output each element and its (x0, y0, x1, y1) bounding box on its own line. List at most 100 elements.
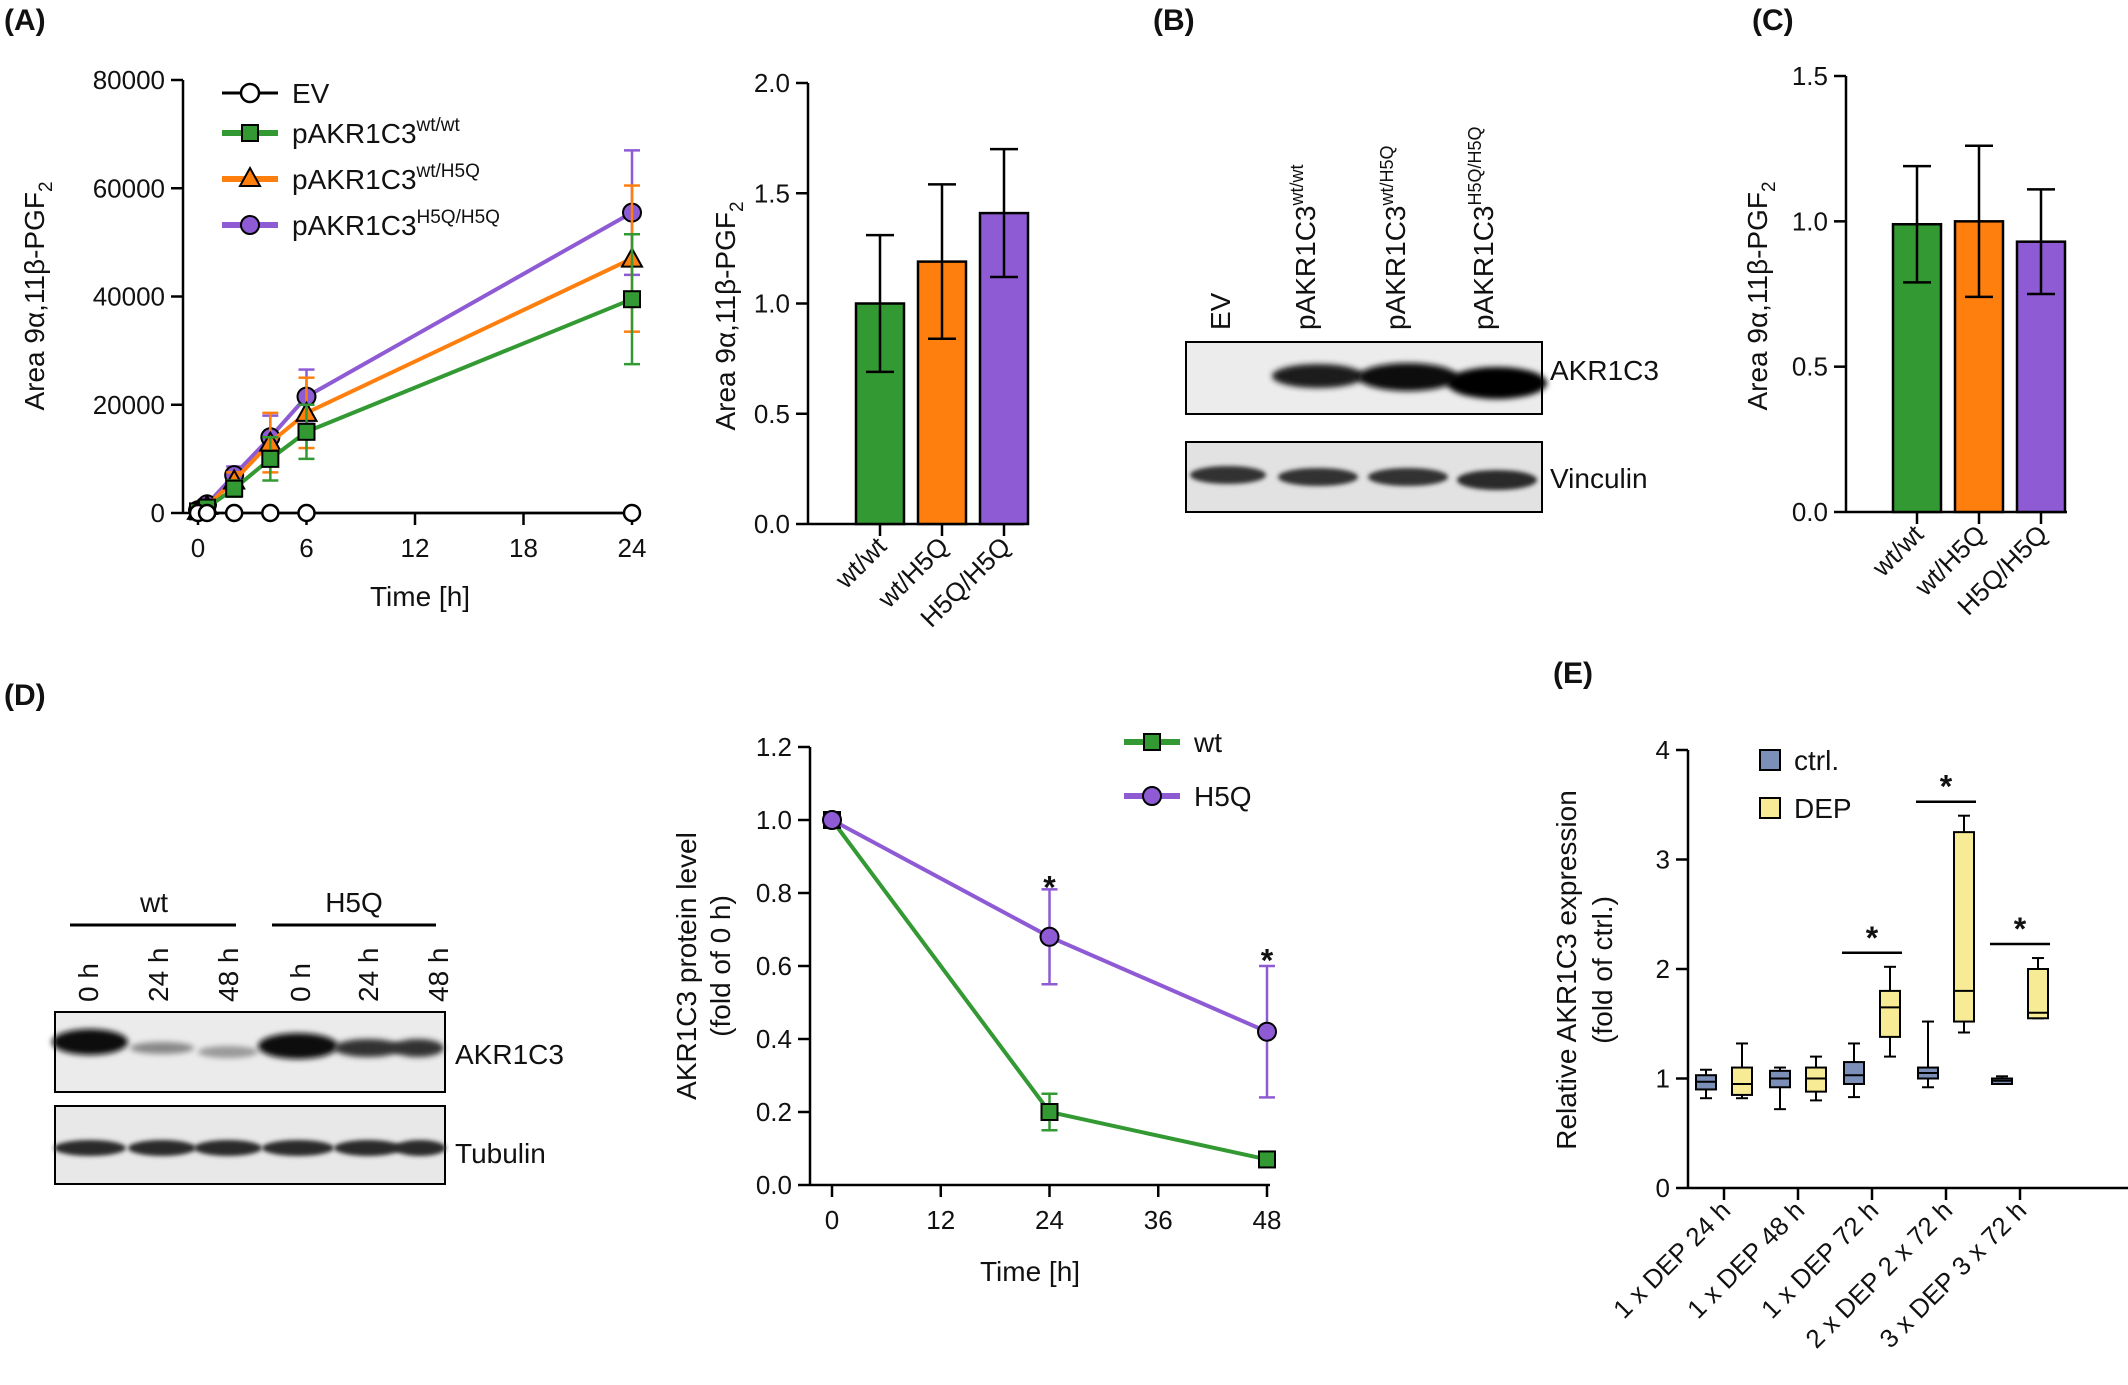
a-line-legend: EV pAKR1C3wt/wt pAKR1C3wt/H5Q pAKR1C3H5Q… (222, 78, 500, 241)
a-line-xtick-label-2: 12 (401, 533, 430, 563)
panel-label-b: (B) (1153, 4, 1195, 37)
a-bar-y-label: Area 9α,11β-PGF2 (710, 201, 748, 430)
d-line-xtick-label-2: 24 (1035, 1205, 1064, 1235)
blot-d-group-h5q: H5Q (325, 887, 383, 918)
a-point-wt_wt-3 (261, 449, 280, 468)
legend-wt-label: wt (1193, 727, 1222, 758)
blot-d-tubulin-band-2 (128, 1140, 196, 1156)
blot-d-band-h5q-48h (392, 1039, 444, 1057)
panel-label-a: (A) (4, 4, 46, 37)
e-box-2-dep-box (1879, 989, 1901, 1038)
blot-d-lane-1: 0 h (73, 963, 104, 1002)
d-sig-star-1: * (1261, 942, 1274, 978)
d-point-h5q-1 (1039, 926, 1060, 947)
d-line-y-label-1: AKR1C3 protein level (671, 832, 702, 1100)
blot-d-lane-2: 24 h (143, 948, 174, 1003)
legend-wt-wt-label: pAKR1C3wt/wt (292, 115, 461, 149)
a-point-EV-1 (197, 503, 217, 523)
blot-d-lane-3: 48 h (213, 948, 244, 1003)
blot-b-lane-ev: EV (1205, 292, 1236, 330)
e-box-y-label-2: (fold of ctrl.) (1587, 896, 1618, 1044)
e-box-2-ctrl-box (1843, 1061, 1865, 1085)
a-line-ytick-label-1: 20000 (93, 390, 165, 420)
d-point-h5q-2 (1257, 1021, 1277, 1042)
blot-d-lane-6: 48 h (423, 948, 454, 1003)
a-line-xtick-label-3: 18 (509, 533, 538, 563)
d-line-ytick-label-0: 0.0 (756, 1170, 792, 1200)
a-bar-ytick-label-0: 0.0 (754, 509, 790, 539)
d-line-xtick-label-3: 36 (1144, 1205, 1173, 1235)
a-point-EV-3 (261, 503, 280, 523)
blot-b-vinculin-band-2 (1278, 468, 1358, 486)
legend-dep-swatch (1759, 797, 1781, 819)
blot-d-tubulin-band-4 (262, 1140, 334, 1156)
a-line-x-label: Time [h] (370, 581, 470, 612)
blot-d-band-h5q-0h (258, 1033, 338, 1059)
d-line-xtick-label-1: 12 (926, 1205, 955, 1235)
blot-d-lane-5: 24 h (353, 948, 384, 1003)
panel-d-line-chart: 0.0 0.2 0.4 0.6 0.8 1.0 1.2 0 12 24 36 48 * * Time … (671, 727, 1281, 1287)
blot-d-tubulin-band-6 (394, 1140, 446, 1156)
legend-wt-h5q-marker (238, 165, 262, 187)
d-line-ytick-label-4: 0.8 (756, 878, 792, 908)
legend-wt-marker (1143, 733, 1161, 751)
legend-h5q-h5q-marker (240, 215, 260, 235)
a-line-xtick-label-1: 6 (299, 533, 313, 563)
blot-d-group-wt: wt (139, 887, 168, 918)
e-box-ytick-label-4: 4 (1656, 735, 1670, 765)
blot-b-lane-wt-h5q: pAKR1C3wt/H5Q (1377, 145, 1411, 330)
blot-d-tubulin-band-1 (54, 1140, 126, 1156)
a-bar-ytick-label-3: 1.5 (754, 178, 790, 208)
a-point-wt_wt-2 (225, 479, 244, 498)
blot-d-tubulin-band-5 (334, 1140, 402, 1156)
e-box-ytick-label-3: 3 (1656, 845, 1670, 875)
panel-label-c: (C) (1752, 4, 1794, 37)
panel-label-e: (E) (1553, 657, 1593, 690)
blot-b-vinculin-band-4 (1457, 470, 1537, 490)
d-point-h5q-0 (822, 810, 842, 830)
legend-h5q-label: H5Q (1194, 781, 1252, 812)
a-line-ytick-label-2: 40000 (93, 282, 165, 312)
legend-dep-label: DEP (1794, 793, 1852, 824)
a-line-xtick-label-0: 0 (191, 533, 205, 563)
a-point-EV-4 (297, 503, 316, 523)
d-line-ytick-label-2: 0.4 (756, 1024, 792, 1054)
a-line-ytick-label-4: 80000 (93, 65, 165, 95)
d-point-wt-1 (1040, 1103, 1059, 1121)
e-box-ytick-label-1: 1 (1656, 1064, 1670, 1094)
blot-b-band-wt-h5q (1358, 363, 1458, 391)
legend-wt-wt-marker (241, 124, 259, 142)
blot-b-band-h5q-h5q (1447, 367, 1547, 399)
legend-h5q-h5q-label: pAKR1C3H5Q/H5Q (292, 207, 500, 241)
e-sig-star-3: * (1940, 769, 1953, 805)
d-line-ytick-label-5: 1.0 (756, 805, 792, 835)
e-box-ytick-label-2: 2 (1656, 954, 1670, 984)
e-box-3-dep-box (1953, 831, 1975, 1023)
blot-d-band-wt-48h (198, 1046, 258, 1058)
blot-b-lane-wt-wt: pAKR1C3wt/wt (1287, 164, 1321, 330)
blot-d-label-tubulin: Tubulin (455, 1138, 546, 1169)
d-line-xtick-label-0: 0 (825, 1205, 839, 1235)
a-point-wt_wt-4 (297, 422, 316, 441)
d-line-y-label-2: (fold of 0 h) (705, 895, 736, 1037)
c-bar-ytick-label-2: 1.0 (1792, 206, 1828, 236)
e-box-legend: ctrl. DEP (1759, 745, 1852, 824)
a-point-EV-5 (622, 503, 642, 523)
d-line-x-label: Time [h] (980, 1256, 1080, 1287)
panel-label-d: (D) (4, 679, 46, 712)
blot-b-lane-h5q-h5q: pAKR1C3H5Q/H5Q (1465, 126, 1499, 330)
c-bar-ytick-label-1: 0.5 (1792, 352, 1828, 382)
e-box-y-label-1: Relative AKR1C3 expression (1551, 790, 1582, 1150)
a-point-wt_wt-5 (623, 290, 641, 309)
e-box-4-dep-box (2027, 968, 2049, 1020)
legend-ctrl-swatch (1759, 749, 1781, 771)
a-line-y-label: Area 9α,11β-PGF2 (19, 181, 57, 410)
blot-b-vinculin-band-1 (1190, 466, 1266, 484)
legend-ev-marker (239, 82, 261, 104)
a-point-EV-2 (224, 503, 244, 523)
legend-wt-h5q-label: pAKR1C3wt/H5Q (292, 161, 480, 195)
legend-ctrl-label: ctrl. (1794, 745, 1839, 776)
